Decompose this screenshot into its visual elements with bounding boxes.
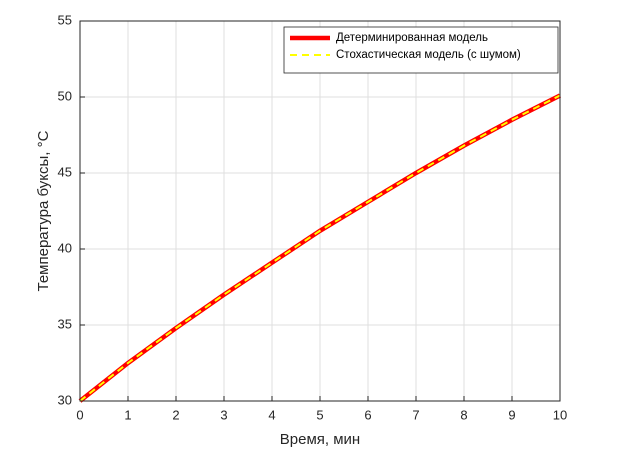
- plot-frame: [79, 20, 561, 402]
- x-tick-label: 5: [316, 407, 323, 422]
- y-tick-label: 45: [58, 164, 72, 179]
- legend-box: [283, 26, 559, 74]
- x-axis-label: Время, мин: [280, 431, 360, 448]
- y-tick-label: 55: [58, 12, 72, 27]
- y-tick-label: 30: [58, 392, 72, 407]
- x-tick-label: 4: [268, 407, 275, 422]
- y-tick-label: 35: [58, 316, 72, 331]
- x-tick-label: 8: [460, 407, 467, 422]
- series-line: [79, 94, 561, 402]
- legend-label: Стохастическая модель (с шумом): [336, 49, 521, 61]
- y-tick-label: 50: [58, 88, 72, 103]
- y-tick-label: 40: [58, 240, 72, 255]
- x-tick-label: 7: [412, 407, 419, 422]
- x-tick-label: 9: [508, 407, 515, 422]
- x-tick-label: 3: [220, 407, 227, 422]
- legend-label: Детерминированная модель: [336, 32, 488, 44]
- x-tick-label: 1: [124, 407, 131, 422]
- x-tick-label: 0: [76, 407, 83, 422]
- x-tick-label: 2: [172, 407, 179, 422]
- y-axis-label: Температура буксы, °C: [35, 130, 52, 291]
- x-tick-label: 6: [364, 407, 371, 422]
- x-tick-label: 10: [553, 407, 567, 422]
